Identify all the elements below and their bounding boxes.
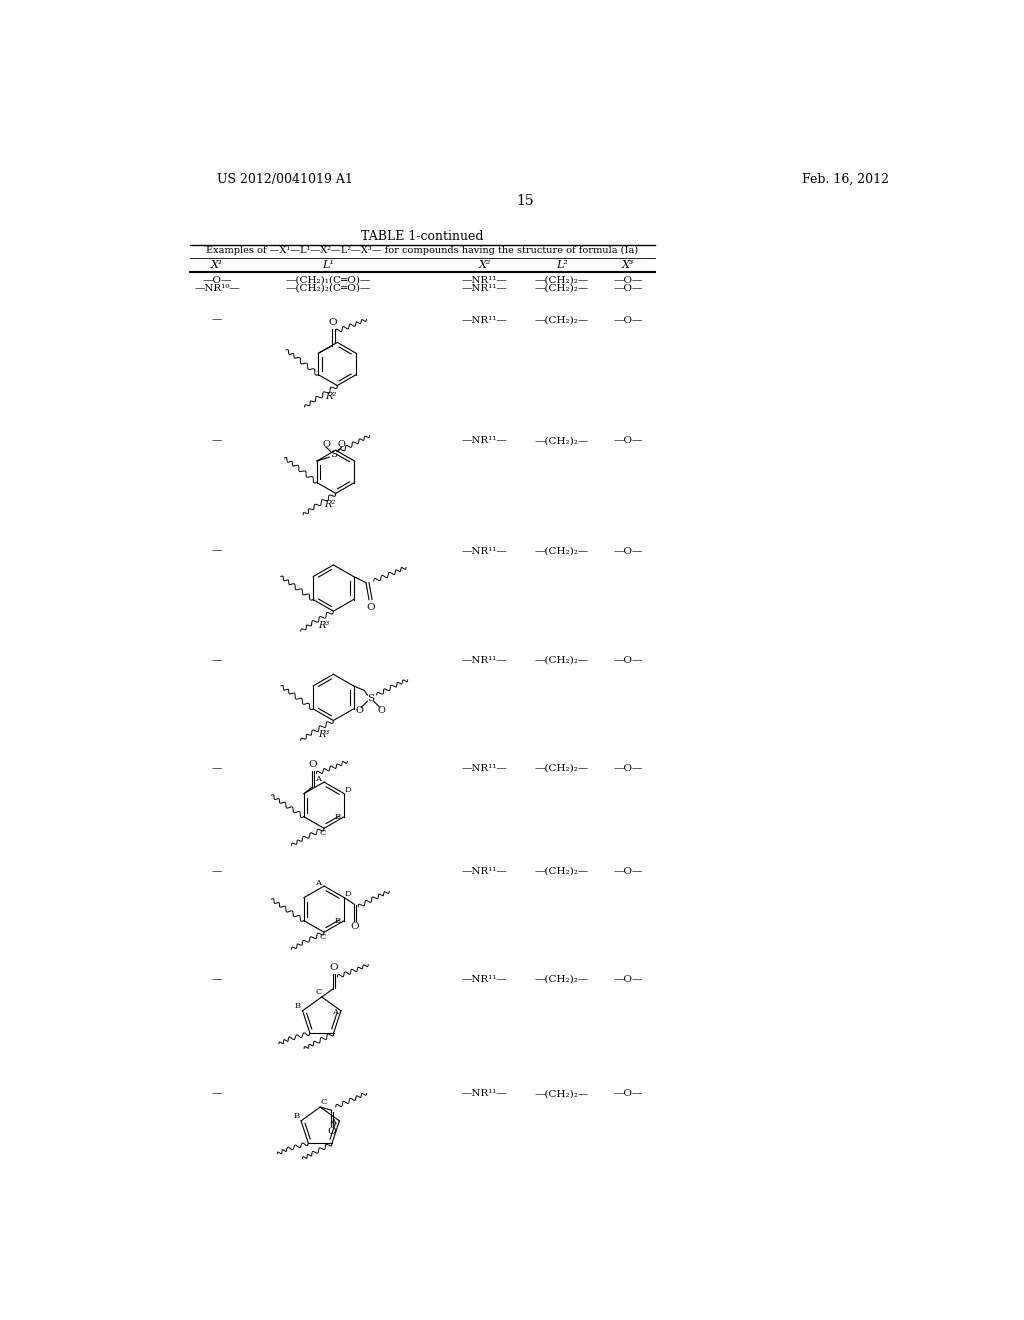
Text: X³: X³ (622, 260, 634, 271)
Text: —(CH₂)₂—: —(CH₂)₂— (535, 546, 589, 556)
Text: —O—: —O— (613, 276, 643, 285)
Text: —: — (212, 974, 222, 983)
Text: —(CH₂)₂(C═O)—: —(CH₂)₂(C═O)— (286, 284, 371, 293)
Text: O: O (378, 706, 385, 715)
Text: C: C (321, 1098, 327, 1106)
Text: —NR¹¹—: —NR¹¹— (462, 284, 508, 293)
Text: —O—: —O— (613, 974, 643, 983)
Text: US 2012/0041019 A1: US 2012/0041019 A1 (217, 173, 353, 186)
Text: O: O (338, 440, 346, 449)
Text: —NR¹⁰—: —NR¹⁰— (195, 284, 240, 293)
Text: X¹: X¹ (211, 260, 223, 271)
Text: Examples of —X¹—L¹—X²—L²—X³— for compounds having the structure of formula (Ia): Examples of —X¹—L¹—X²—L²—X³— for compoun… (207, 247, 639, 255)
Text: —O—: —O— (613, 1089, 643, 1098)
Text: —: — (212, 764, 222, 772)
Text: —NR¹¹—: —NR¹¹— (462, 546, 508, 556)
Text: —O—: —O— (613, 437, 643, 445)
Text: D: D (345, 890, 351, 898)
Text: —O—: —O— (203, 276, 231, 285)
Text: —(CH₂)₂—: —(CH₂)₂— (535, 656, 589, 665)
Text: B: B (335, 916, 341, 925)
Text: O: O (308, 760, 316, 768)
Text: Feb. 16, 2012: Feb. 16, 2012 (802, 173, 889, 186)
Text: L²: L² (556, 260, 568, 271)
Text: —NR¹¹—: —NR¹¹— (462, 276, 508, 285)
Text: O: O (367, 603, 375, 611)
Text: A: A (330, 1118, 336, 1126)
Text: —(CH₂)₂—: —(CH₂)₂— (535, 315, 589, 325)
Text: R³: R³ (318, 730, 330, 739)
Text: 15: 15 (516, 194, 534, 207)
Text: C: C (319, 933, 326, 941)
Text: —O—: —O— (613, 546, 643, 556)
Text: A: A (314, 775, 321, 783)
Text: —O—: —O— (613, 315, 643, 325)
Text: —NR¹¹—: —NR¹¹— (462, 1089, 508, 1098)
Text: L¹: L¹ (322, 260, 334, 271)
Text: —: — (212, 656, 222, 665)
Text: —: — (212, 315, 222, 325)
Text: —O—: —O— (613, 764, 643, 772)
Text: S: S (367, 694, 374, 702)
Text: O: O (350, 923, 358, 932)
Text: O: O (329, 318, 338, 327)
Text: —NR¹¹—: —NR¹¹— (462, 315, 508, 325)
Text: —(CH₂)₂—: —(CH₂)₂— (535, 867, 589, 876)
Text: D: D (345, 785, 351, 793)
Text: S: S (331, 450, 338, 459)
Text: A: A (314, 879, 321, 887)
Text: —(CH₂)₂—: —(CH₂)₂— (535, 764, 589, 772)
Text: X²: X² (478, 260, 490, 271)
Text: TABLE 1-continued: TABLE 1-continued (361, 231, 483, 243)
Text: —: — (212, 437, 222, 445)
Text: —NR¹¹—: —NR¹¹— (462, 867, 508, 876)
Text: —NR¹¹—: —NR¹¹— (462, 974, 508, 983)
Text: —: — (212, 546, 222, 556)
Text: A: A (332, 1008, 338, 1016)
Text: B: B (335, 813, 341, 821)
Text: R²: R² (324, 500, 335, 508)
Text: —(CH₂)₂—: —(CH₂)₂— (535, 276, 589, 285)
Text: O: O (323, 440, 330, 449)
Text: —(CH₂)₂—: —(CH₂)₂— (535, 284, 589, 293)
Text: —: — (212, 867, 222, 876)
Text: —(CH₂)₁(C═O)—: —(CH₂)₁(C═O)— (286, 276, 371, 285)
Text: —O—: —O— (613, 284, 643, 293)
Text: B: B (295, 1002, 301, 1010)
Text: O: O (355, 706, 364, 715)
Text: R²: R² (326, 392, 337, 401)
Text: —(CH₂)₂—: —(CH₂)₂— (535, 974, 589, 983)
Text: O: O (329, 964, 338, 972)
Text: —(CH₂)₂—: —(CH₂)₂— (535, 1089, 589, 1098)
Text: —(CH₂)₂—: —(CH₂)₂— (535, 437, 589, 445)
Text: —O—: —O— (613, 867, 643, 876)
Text: B: B (293, 1113, 299, 1121)
Text: C: C (319, 829, 326, 837)
Text: O: O (328, 1127, 336, 1137)
Text: —: — (212, 1089, 222, 1098)
Text: —O—: —O— (613, 656, 643, 665)
Text: —NR¹¹—: —NR¹¹— (462, 437, 508, 445)
Text: C: C (315, 989, 322, 997)
Text: —NR¹¹—: —NR¹¹— (462, 656, 508, 665)
Text: R³: R³ (318, 620, 330, 630)
Text: —NR¹¹—: —NR¹¹— (462, 764, 508, 772)
